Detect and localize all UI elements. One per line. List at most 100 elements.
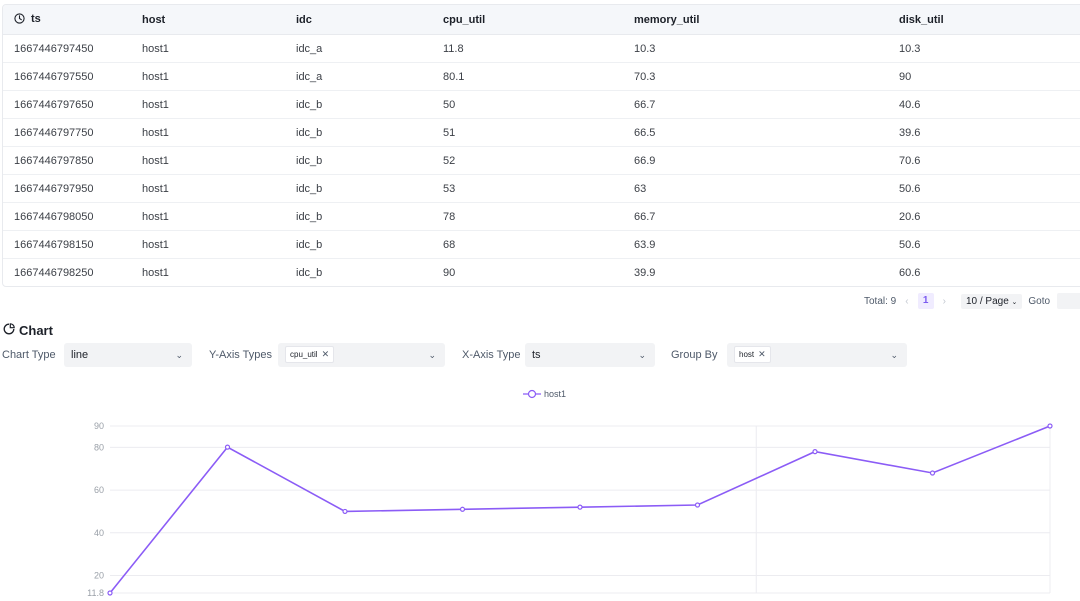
page-1-button[interactable]: 1 — [917, 293, 934, 309]
table-cell-disk-util: 60.6 — [899, 266, 921, 279]
prev-page-icon[interactable]: ‹ — [905, 295, 909, 307]
y-axis-types-label: Y-Axis Types — [209, 349, 272, 361]
y-tick-label: 20 — [94, 570, 104, 580]
y-axis-types-select[interactable]: cpu_util ✕ ⌄ — [278, 343, 445, 367]
table-row[interactable]: 1667446797450 host1 idc_a 11.8 10.3 10.3 — [3, 34, 1080, 63]
legend-series-name: host1 — [544, 389, 567, 399]
table-cell-disk-util: 50.6 — [888, 230, 1080, 259]
table-cell-disk-util: 39.6 — [888, 118, 1080, 147]
table-row[interactable]: 1667446797850 host1 idc_b 52 66.9 70.6 — [3, 146, 1080, 175]
data-point — [577, 504, 583, 510]
group-by-tag-label: host — [739, 349, 755, 359]
table-cell-ts: 1667446798050 — [3, 202, 131, 231]
column-header-host[interactable]: host — [131, 5, 285, 35]
table-row[interactable]: 1667446798050 host1 idc_b 78 66.7 20.6 — [3, 202, 1080, 231]
y-axis-tag-label: cpu_util — [290, 349, 318, 359]
y-tick-label: 40 — [94, 528, 104, 538]
column-header-memory-util[interactable]: memory_util — [623, 5, 888, 35]
table-cell-idc: idc_b — [285, 202, 432, 231]
table-body: 1667446797450 host1 idc_a 11.8 10.3 10.3 16674… — [3, 34, 1080, 287]
data-point — [224, 444, 231, 450]
chevron-down-icon: ⌄ — [1011, 298, 1018, 306]
line-chart: 11.8 20 40 60 80 90 — [87, 421, 1053, 598]
pie-chart-icon — [3, 323, 19, 338]
x-axis-type-value: ts — [532, 349, 541, 361]
table-cell-ts: 1667446797850 — [3, 146, 131, 175]
table-cell-host: host1 — [131, 90, 285, 119]
table-cell-memory-util: 63.9 — [623, 230, 888, 259]
table-cell-host: host1 — [131, 146, 285, 175]
chevron-down-icon: ⌄ — [638, 350, 646, 360]
column-header-disk-util[interactable]: disk_util — [888, 5, 1080, 35]
group-by-select[interactable]: host ✕ ⌄ — [727, 343, 907, 367]
goto-input[interactable] — [1057, 293, 1080, 309]
table-cell-cpu-util: 90 — [443, 266, 456, 279]
table-cell-ts: 1667446797450 — [3, 34, 131, 63]
data-point — [812, 449, 818, 455]
table-row[interactable]: 1667446797550 host1 idc_a 80.1 70.3 90 — [3, 62, 1080, 91]
table-cell-idc: idc_a — [285, 62, 432, 91]
table-cell-disk-util: 90 — [888, 62, 1080, 91]
chevron-down-icon: ⌄ — [428, 350, 436, 360]
data-table: ts host idc cpu_util memory_util disk_ut… — [2, 4, 1080, 287]
chart-type-label: Chart Type — [2, 349, 56, 361]
close-icon[interactable]: ✕ — [758, 348, 766, 359]
chart-controls: Chart Type line ⌄ Y-Axis Types cpu_util ✕… — [0, 343, 1080, 367]
table-cell-idc: idc_b — [296, 266, 323, 279]
clock-icon — [14, 12, 25, 27]
table-row[interactable]: 1667446797950 host1 idc_b 53 63 50.6 — [3, 174, 1080, 203]
table-cell-host: host1 — [131, 230, 285, 259]
column-header-cpu-util[interactable]: cpu_util — [432, 5, 623, 35]
page-size-select[interactable]: 10 / Page ⌄ — [960, 293, 1023, 309]
table-cell-memory-util: 70.3 — [623, 62, 888, 91]
table-header-row: ts host idc cpu_util memory_util disk_ut… — [3, 5, 1080, 35]
data-point — [694, 502, 701, 508]
y-tick-label: 60 — [94, 485, 104, 495]
table-cell-ts: 1667446797950 — [3, 174, 131, 203]
table-cell-ts: 1667446797650 — [3, 90, 131, 119]
table-cell-disk-util: 20.6 — [888, 202, 1080, 231]
x-axis-type-label: X-Axis Type — [462, 349, 521, 361]
table-cell-host: host1 — [131, 174, 285, 203]
table-row[interactable]: 1667446797650 host1 idc_b 50 66.7 40.6 — [3, 90, 1080, 119]
table-cell-cpu-util: 50 — [432, 90, 623, 119]
table-row[interactable]: 1667446798150 host1 idc_b 68 63.9 50.6 — [3, 230, 1080, 259]
chart-type-select[interactable]: line ⌄ — [64, 343, 192, 367]
table-cell-disk-util: 70.6 — [888, 146, 1080, 175]
table-cell-memory-util: 10.3 — [623, 34, 888, 63]
group-by-label: Group By — [671, 349, 718, 361]
table-row[interactable]: 1667446798250 host1 idc_b 90 39.9 60.6 — [3, 259, 1080, 287]
group-by-tag: host ✕ — [734, 345, 771, 363]
column-header-idc[interactable]: idc — [285, 5, 432, 35]
y-tick-label: 11.8 — [87, 588, 104, 598]
close-icon[interactable]: ✕ — [321, 348, 330, 359]
table-cell-memory-util: 66.7 — [623, 90, 888, 119]
table-cell-cpu-util: 51 — [432, 118, 623, 147]
table-cell-host: host1 — [131, 62, 285, 91]
table-cell-cpu-util: 52 — [432, 146, 623, 175]
table-cell-host: host1 — [131, 202, 285, 231]
pagination: Total: 9 ‹ 1 › 10 / Page ⌄ Goto — [864, 292, 1080, 310]
table-cell-cpu-util: 78 — [432, 202, 623, 231]
column-header-ts[interactable]: ts — [3, 5, 131, 35]
goto-label: Goto — [1028, 295, 1051, 307]
table-cell-cpu-util: 11.8 — [432, 34, 623, 63]
table-cell-ts: 1667446798150 — [3, 230, 131, 259]
x-axis-type-select[interactable]: ts ⌄ — [525, 343, 655, 367]
chevron-down-icon: ⌄ — [890, 350, 898, 360]
chart-legend[interactable]: host1 — [523, 389, 566, 399]
table-cell-ts: 1667446798250 — [14, 266, 94, 279]
table-cell-memory-util: 66.5 — [623, 118, 888, 147]
table-cell-memory-util: 39.9 — [634, 266, 656, 279]
table-cell-idc: idc_b — [285, 146, 432, 175]
table-cell-memory-util: 66.9 — [623, 146, 888, 175]
data-point — [929, 470, 936, 476]
next-page-icon[interactable]: › — [942, 295, 946, 307]
data-point — [459, 506, 466, 512]
data-point — [342, 508, 348, 515]
chart-title: Chart — [19, 323, 53, 338]
table-row[interactable]: 1667446797750 host1 idc_b 51 66.5 39.6 — [3, 118, 1080, 147]
y-axis-tag: cpu_util ✕ — [285, 345, 335, 363]
chevron-down-icon: ⌄ — [175, 350, 183, 360]
y-tick-label: 90 — [94, 421, 104, 431]
